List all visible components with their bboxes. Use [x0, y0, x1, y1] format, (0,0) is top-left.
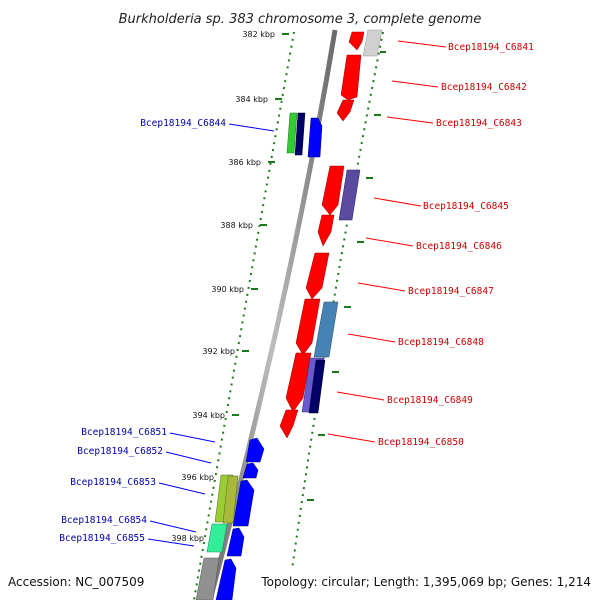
gene-arrow-c6853 [232, 479, 255, 527]
label-connector [347, 333, 396, 343]
gene-arrow-c6855 [215, 558, 237, 600]
gene-arrow-c6845 [321, 165, 345, 216]
forward-gene-labels: Bcep18194_C6841 Bcep18194_C6842 Bcep1819… [378, 42, 534, 448]
gene-label-c6845: Bcep18194_C6845 [423, 201, 509, 212]
ruler-tick-label: 386 kbp [228, 158, 261, 167]
accession-text: Accession: NC_007509 [8, 575, 144, 589]
label-connector [357, 282, 406, 292]
gene-arrow-c6844 [307, 117, 323, 158]
gene-block-c6855-grey [195, 557, 220, 600]
label-connector [147, 538, 195, 547]
gene-label-c6849: Bcep18194_C6849 [387, 395, 473, 406]
gene-block-c6845-purple [338, 169, 361, 221]
label-connector [386, 116, 434, 124]
label-connector [397, 40, 447, 48]
label-connector [158, 482, 206, 495]
ruler-tick-label: 388 kbp [220, 221, 253, 230]
gene-arrow-c6843 [336, 99, 355, 122]
ruler-tick-label: 392 kbp [202, 347, 235, 356]
gene-label-c6843: Bcep18194_C6843 [436, 118, 522, 129]
ruler-tick-label: 394 kbp [192, 411, 225, 420]
gene-arrow-c6847 [305, 252, 330, 300]
gene-label-c6844: Bcep18194_C6844 [140, 118, 226, 129]
label-connector [228, 123, 275, 132]
ruler-tick-group: 382 kbp 384 kbp 386 kbp 388 kbp 390 kbp 392 k… [171, 30, 289, 543]
ruler-right-dotted-line [291, 31, 384, 571]
gene-arrow-c6848 [295, 298, 321, 356]
ruler-tick-label: 398 kbp [171, 534, 204, 543]
label-connector [365, 237, 414, 247]
gene-label-c6841: Bcep18194_C6841 [448, 42, 534, 53]
ruler-tick-label: 384 kbp [235, 95, 268, 104]
gene-label-c6850: Bcep18194_C6850 [378, 437, 464, 448]
label-connector [373, 197, 422, 207]
ruler-left-dotted-line [193, 31, 295, 600]
gene-arrow-c6842 [340, 54, 362, 101]
gene-label-c6842: Bcep18194_C6842 [441, 82, 527, 93]
genome-summary-text: Topology: circular; Length: 1,395,069 bp… [260, 575, 591, 589]
ruler-tick-label: 382 kbp [242, 30, 275, 39]
gene-arrow-c6841 [348, 31, 365, 51]
gene-label-c6852: Bcep18194_C6852 [77, 446, 163, 457]
label-connector [391, 80, 439, 88]
gene-block-c6849-darkblue [308, 359, 326, 414]
gene-label-connectors [147, 40, 447, 547]
gene-features [195, 29, 383, 600]
reverse-gene-labels: Bcep18194_C6844 Bcep18194_C6851 Bcep1819… [59, 118, 226, 544]
gene-label-c6854: Bcep18194_C6854 [61, 515, 147, 526]
label-connector [165, 451, 212, 464]
gene-arrow-c6854 [226, 527, 245, 557]
gene-arrow-c6850 [279, 409, 299, 439]
gene-block-c6844-darkblue [294, 112, 306, 156]
gene-block-c6844-green [286, 112, 298, 154]
label-connector [169, 432, 216, 443]
map-title: Burkholderia sp. 383 chromosome 3, compl… [119, 12, 482, 27]
gene-label-c6847: Bcep18194_C6847 [408, 286, 494, 297]
ruler-right-ticks [307, 51, 386, 501]
label-connector [336, 391, 385, 401]
label-connector [327, 433, 376, 443]
gene-light-grey-block [362, 29, 383, 57]
gene-block-c6848-steelblue [313, 301, 339, 358]
gene-label-c6846: Bcep18194_C6846 [416, 241, 502, 252]
gene-label-c6848: Bcep18194_C6848 [398, 337, 484, 348]
gene-arrow-c6852 [242, 462, 259, 479]
gene-label-c6855: Bcep18194_C6855 [59, 533, 145, 544]
gene-block-c6854-aqua [206, 523, 228, 553]
gene-label-c6853: Bcep18194_C6853 [70, 477, 156, 488]
gene-label-c6851: Bcep18194_C6851 [81, 427, 167, 438]
gene-arrow-c6851 [245, 437, 265, 463]
label-connector [149, 520, 197, 533]
ruler-tick-label: 390 kbp [211, 285, 244, 294]
gene-arrow-c6846 [317, 214, 335, 247]
gene-arrow-c6849 [285, 352, 312, 413]
ruler-tick-label: 396 kbp [181, 473, 214, 482]
gene-block-c6853-olive-dark [222, 475, 239, 524]
